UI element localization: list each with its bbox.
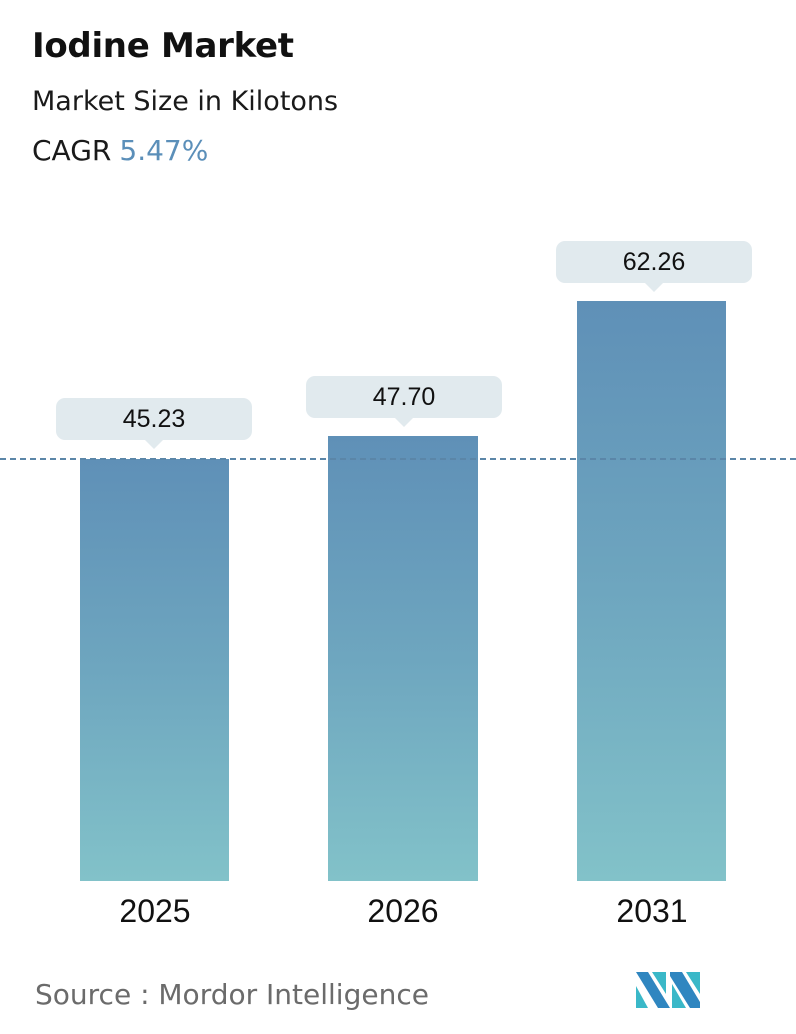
value-label-2025: 45.23 xyxy=(56,398,252,449)
cagr-value: 5.47% xyxy=(119,134,209,167)
cagr-line: CAGR 5.47% xyxy=(32,134,208,167)
cagr-label: CAGR xyxy=(32,134,112,167)
x-label-2025: 2025 xyxy=(119,893,191,929)
bar-2031 xyxy=(577,301,726,881)
reference-dashed-line xyxy=(0,458,796,460)
x-label-2031: 2031 xyxy=(616,893,688,929)
bar-2025 xyxy=(80,459,229,881)
x-label-2026: 2026 xyxy=(367,893,439,929)
chart-title: Iodine Market xyxy=(32,26,294,66)
mordor-intelligence-logo-icon xyxy=(636,972,700,1008)
source-text: Source : Mordor Intelligence xyxy=(35,978,429,1011)
bar-2026 xyxy=(328,436,478,881)
value-label-2031: 62.26 xyxy=(556,241,752,292)
value-label-2026: 47.70 xyxy=(306,376,502,427)
chart-subtitle: Market Size in Kilotons xyxy=(32,86,339,117)
